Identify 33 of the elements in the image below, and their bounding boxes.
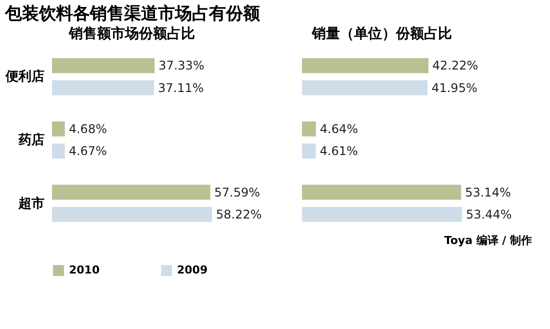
bar <box>302 184 462 200</box>
legend-label: 2009 <box>177 264 208 277</box>
chart-subtitle: 销量（单位）份额占比 <box>311 25 452 42</box>
chart-subtitle: 销售额市场份额占比 <box>68 25 195 42</box>
bar <box>52 58 155 74</box>
bar <box>302 58 428 74</box>
bar <box>302 121 316 136</box>
data-label: 4.61% <box>320 144 358 158</box>
data-label: 37.33% <box>158 58 204 73</box>
data-label: 4.68% <box>68 122 107 136</box>
data-label: 58.22% <box>216 207 262 222</box>
data-label: 37.11% <box>158 80 204 95</box>
y-tick-label: 药店 <box>18 132 44 148</box>
y-tick-label: 便利店 <box>4 68 44 85</box>
chart-title: 包装饮料各销售渠道市场占有份额 <box>4 4 261 24</box>
bar <box>302 144 316 159</box>
bar <box>52 121 65 136</box>
data-label: 57.59% <box>214 185 260 200</box>
bar <box>302 80 428 96</box>
data-label: 42.22% <box>432 58 478 73</box>
legend-label: 2010 <box>69 264 100 277</box>
bar <box>52 206 212 222</box>
y-tick-label: 超市 <box>18 195 44 212</box>
data-label: 4.67% <box>68 144 107 158</box>
bar <box>302 206 462 222</box>
data-label: 4.64% <box>320 122 358 136</box>
annotation: Toya 编译 / 制作 <box>444 234 532 247</box>
data-label: 53.14% <box>465 185 511 200</box>
bar <box>52 144 65 159</box>
data-label: 41.95% <box>432 80 478 95</box>
data-label: 53.44% <box>466 207 512 222</box>
bar <box>52 184 210 200</box>
bar <box>52 80 154 96</box>
